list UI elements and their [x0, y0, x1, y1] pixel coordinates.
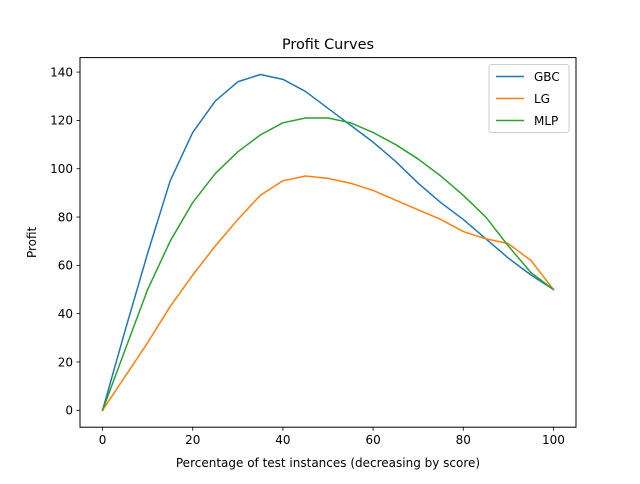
series-line-mlp: [101, 117, 555, 412]
x-tick-label: 80: [456, 433, 471, 447]
legend-label-gbc: GBC: [534, 70, 560, 84]
y-tick-label: 80: [58, 210, 73, 224]
x-tick-label: 60: [365, 433, 380, 447]
y-tick-label: 0: [65, 404, 73, 418]
x-tick-label: 100: [542, 433, 565, 447]
plot-frame: [79, 57, 577, 428]
series-line-lg: [101, 175, 555, 412]
plot-area: [101, 73, 555, 412]
x-tick-label: 20: [185, 433, 200, 447]
x-tick-label: 40: [275, 433, 290, 447]
y-tick-label: 140: [50, 65, 73, 79]
legend-label-lg: LG: [534, 92, 550, 106]
legend: GBC LG MLP: [488, 64, 570, 133]
y-tick-label: 100: [50, 162, 73, 176]
y-tick-label: 40: [58, 307, 73, 321]
y-tick-label: 20: [58, 355, 73, 369]
legend-box: [488, 64, 570, 133]
y-tick-label: 60: [58, 259, 73, 273]
y-axis-label: Profit: [25, 226, 39, 258]
chart-title: Profit Curves: [282, 37, 374, 53]
series-line-gbc: [101, 73, 555, 412]
x-axis-label: Percentage of test instances (decreasing…: [176, 456, 480, 470]
legend-label-mlp: MLP: [534, 114, 558, 128]
axis-ticks: 0 20 40 60 80 100 0 20 40 60 80 100 120 140: [50, 65, 565, 447]
y-tick-label: 120: [50, 114, 73, 128]
x-tick-label: 0: [99, 433, 107, 447]
